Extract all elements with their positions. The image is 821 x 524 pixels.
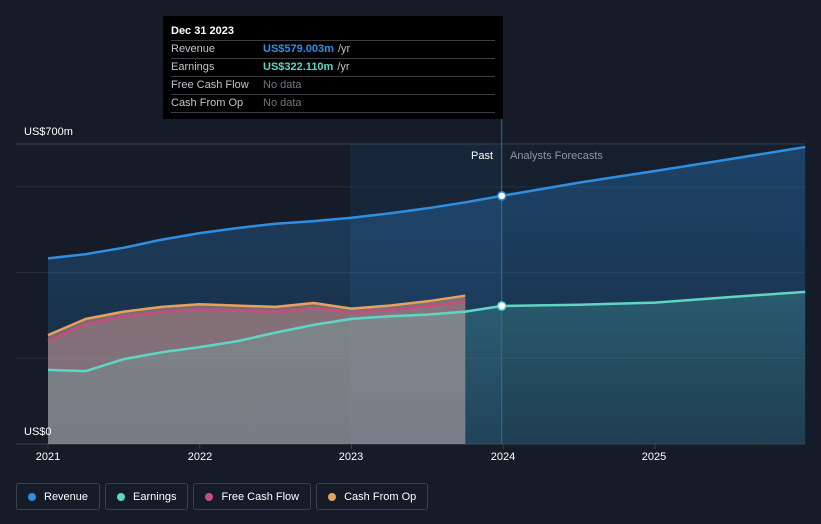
tooltip-label: Revenue (171, 43, 216, 55)
earnings-line (47, 290, 806, 373)
hover-points (496, 191, 507, 311)
x-tick-label: 2023 (338, 451, 364, 463)
tooltip: Dec 31 2023 Revenue US$579.003m /yr Earn… (163, 16, 503, 119)
legend-dot-icon (328, 492, 337, 501)
tooltip-row-earnings: Earnings US$322.110m /yr (171, 58, 495, 76)
y-tick-label-zero: US$0 (24, 426, 52, 438)
tooltip-value: No data (263, 97, 302, 109)
series-areas (48, 144, 806, 444)
tooltip-row-revenue: Revenue US$579.003m /yr (171, 40, 495, 58)
tooltip-value: US$322.110m (263, 61, 334, 73)
x-tick-label: 2021 (35, 451, 61, 463)
tooltip-label: Free Cash Flow (171, 79, 249, 91)
legend-item-revenue[interactable]: Revenue (16, 483, 101, 510)
legend-item-earnings[interactable]: Earnings (105, 483, 189, 510)
legend-dot-icon (205, 492, 214, 501)
legend-item-cash-from-op[interactable]: Cash From Op (316, 483, 429, 510)
revenue-line (47, 145, 806, 260)
tooltip-value: US$579.003m (263, 43, 334, 55)
legend-label: Cash From Op (344, 490, 417, 503)
x-tick-label: 2024 (490, 451, 516, 463)
legend-label: Earnings (133, 490, 177, 503)
legend-label: Revenue (44, 490, 89, 503)
legend-label: Free Cash Flow (221, 490, 300, 503)
tooltip-row-cash-from-op: Cash From Op No data (171, 94, 495, 113)
x-tick-label: 2022 (187, 451, 213, 463)
series-lines (47, 145, 806, 373)
tooltip-value: No data (263, 79, 302, 91)
tooltip-unit: /yr (337, 43, 351, 55)
cash-from-op-line (47, 294, 466, 337)
tooltip-row-free-cash-flow: Free Cash Flow No data (171, 76, 495, 94)
forecast-label: Analysts Forecasts (510, 150, 603, 162)
legend-dot-icon (28, 492, 36, 501)
earnings-point (496, 301, 507, 311)
revenue-point (496, 191, 507, 201)
free-cash-flow-line (47, 300, 466, 343)
legend: Revenue Earnings Free Cash Flow Cash Fro… (16, 483, 429, 510)
past-label: Past (471, 150, 494, 162)
tooltip-label: Earnings (171, 61, 215, 73)
y-tick-label-max: US$700m (24, 126, 73, 138)
tooltip-date: Dec 31 2023 (171, 25, 234, 37)
earnings-area (48, 291, 806, 444)
tooltip-unit: /yr (337, 61, 350, 73)
legend-item-free-cash-flow[interactable]: Free Cash Flow (193, 483, 312, 510)
legend-dot-icon (117, 492, 126, 501)
tooltip-label: Cash From Op (171, 97, 244, 109)
x-tick-label: 2025 (641, 451, 667, 463)
